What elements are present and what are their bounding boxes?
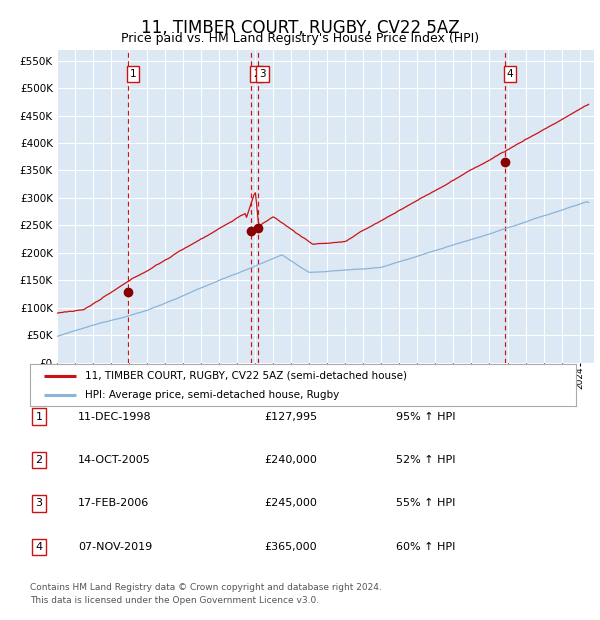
Text: 4: 4 <box>506 69 513 79</box>
Text: £365,000: £365,000 <box>264 542 317 552</box>
Text: 60% ↑ HPI: 60% ↑ HPI <box>396 542 455 552</box>
Text: 14-OCT-2005: 14-OCT-2005 <box>78 455 151 465</box>
Text: This data is licensed under the Open Government Licence v3.0.: This data is licensed under the Open Gov… <box>30 596 319 606</box>
Text: Price paid vs. HM Land Registry's House Price Index (HPI): Price paid vs. HM Land Registry's House … <box>121 32 479 45</box>
Text: 2: 2 <box>35 455 43 465</box>
Text: 52% ↑ HPI: 52% ↑ HPI <box>396 455 455 465</box>
Text: 3: 3 <box>259 69 266 79</box>
Text: HPI: Average price, semi-detached house, Rugby: HPI: Average price, semi-detached house,… <box>85 390 339 400</box>
Text: 1: 1 <box>35 412 43 422</box>
Text: 1: 1 <box>130 69 136 79</box>
Text: 17-FEB-2006: 17-FEB-2006 <box>78 498 149 508</box>
Text: £127,995: £127,995 <box>264 412 317 422</box>
Text: 11-DEC-1998: 11-DEC-1998 <box>78 412 152 422</box>
Text: Contains HM Land Registry data © Crown copyright and database right 2024.: Contains HM Land Registry data © Crown c… <box>30 583 382 592</box>
Text: 3: 3 <box>35 498 43 508</box>
Text: £245,000: £245,000 <box>264 498 317 508</box>
Text: 11, TIMBER COURT, RUGBY, CV22 5AZ (semi-detached house): 11, TIMBER COURT, RUGBY, CV22 5AZ (semi-… <box>85 371 407 381</box>
Text: £240,000: £240,000 <box>264 455 317 465</box>
Text: 2: 2 <box>253 69 260 79</box>
Text: 11, TIMBER COURT, RUGBY, CV22 5AZ: 11, TIMBER COURT, RUGBY, CV22 5AZ <box>140 19 460 37</box>
Text: 07-NOV-2019: 07-NOV-2019 <box>78 542 152 552</box>
Text: 4: 4 <box>35 542 43 552</box>
Text: 55% ↑ HPI: 55% ↑ HPI <box>396 498 455 508</box>
Text: 95% ↑ HPI: 95% ↑ HPI <box>396 412 455 422</box>
